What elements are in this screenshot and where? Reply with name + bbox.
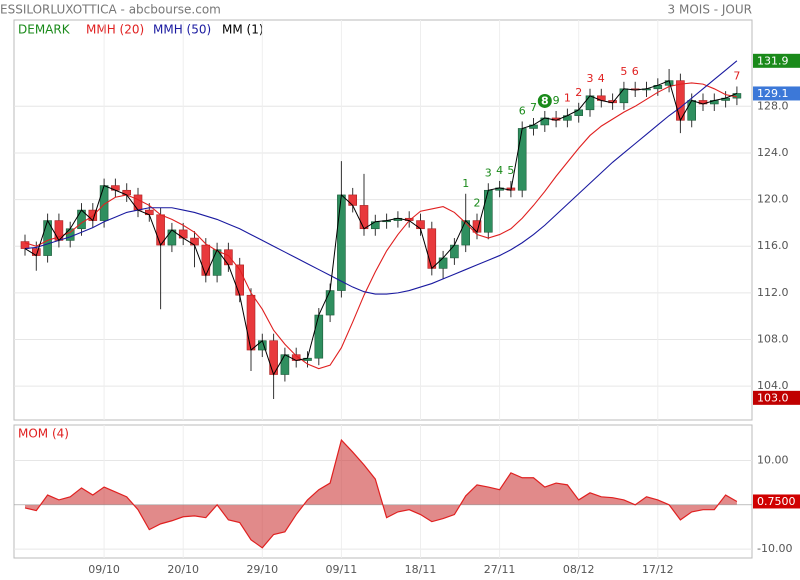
price-label-box (753, 53, 800, 68)
candle-body (517, 128, 527, 191)
candle-body (574, 109, 584, 116)
last-value-box (753, 494, 800, 509)
price-label: 131.9 (757, 54, 789, 67)
candle-body (337, 194, 346, 291)
candle-body (224, 249, 233, 266)
y-tick-label: 128.0 (757, 99, 789, 112)
candle-body (676, 80, 685, 121)
candle-body (370, 221, 380, 230)
y-tick-label: 112.0 (757, 286, 789, 299)
moving-average-line (24, 82, 738, 370)
x-tick-label: 17/12 (642, 563, 674, 576)
momentum-line (24, 438, 738, 549)
demark-label: 4 (496, 164, 503, 177)
candle-body (359, 205, 369, 230)
demark-label: 8 (541, 94, 549, 107)
demark-label: 3 (485, 166, 492, 179)
candle-body (178, 229, 188, 239)
y-tick-label: 116.0 (757, 239, 789, 252)
candle-body (348, 194, 358, 206)
x-tick-label: 18/11 (405, 563, 437, 576)
candle-body (280, 354, 290, 375)
demark-label: 7 (733, 69, 740, 82)
legend-entry: DEMARK (18, 23, 71, 37)
demark-label: 3 (587, 72, 594, 85)
demark-label: 2 (474, 197, 481, 210)
price-panel (13, 19, 753, 421)
price-label: 129.1 (757, 87, 789, 100)
demark-label: 1 (564, 92, 571, 105)
x-tick-label: 09/11 (326, 563, 358, 576)
demark-label: 4 (598, 72, 605, 85)
price-label-box (753, 390, 800, 405)
candle-body (201, 244, 211, 276)
demark-highlight (537, 93, 552, 108)
candle-body (314, 314, 324, 359)
chart-subtitle: 3 MOIS - JOUR (668, 3, 752, 17)
candle-body (246, 294, 256, 351)
legend-entry: MMH (50) (153, 23, 211, 37)
legend-entry: MMH (20) (86, 23, 144, 37)
chart-title: ESSILORLUXOTTICA - abcbourse.com (0, 3, 221, 17)
candle-body (687, 100, 697, 121)
candle-body (585, 95, 595, 111)
candle-body (483, 189, 493, 233)
candle-body (427, 228, 437, 269)
candle-body (619, 88, 629, 104)
x-tick-label: 20/10 (167, 563, 199, 576)
momentum-panel (13, 424, 753, 559)
x-tick-label: 08/12 (563, 563, 595, 576)
y-tick-label: 124.0 (757, 146, 789, 159)
y-tick-label: 120.0 (757, 193, 789, 206)
candle-body (190, 237, 199, 246)
y-tick-label: 10.00 (757, 453, 789, 466)
candle-body (461, 220, 471, 246)
candle-body (325, 290, 335, 316)
candle-body (20, 241, 30, 249)
candle-body (450, 244, 459, 259)
candle-body (438, 257, 448, 269)
price-label: 103.0 (757, 391, 789, 404)
demark-label: 6 (632, 65, 639, 78)
last-value-label: 0.7500 (757, 495, 796, 508)
demark-label: 1 (462, 177, 469, 190)
demark-label: 5 (507, 164, 514, 177)
y-tick-label: 108.0 (757, 333, 789, 346)
x-tick-label: 09/10 (88, 563, 120, 576)
moving-average-line (24, 60, 738, 295)
demark-label: 2 (575, 86, 582, 99)
candle-body (416, 220, 425, 230)
x-tick-label: 27/11 (484, 563, 516, 576)
y-tick-label: 104.0 (757, 379, 789, 392)
demark-label: 9 (553, 94, 560, 107)
demark-label: 7 (530, 101, 537, 114)
price-label-box (753, 86, 800, 101)
close-line (24, 79, 738, 376)
demark-label: 5 (620, 65, 627, 78)
candle-body (133, 194, 143, 211)
y-tick-label: -10.00 (757, 542, 792, 555)
x-tick-label: 29/10 (246, 563, 278, 576)
legend-entry: MM (1) (222, 23, 264, 37)
demark-label: 6 (519, 104, 526, 117)
momentum-label: MOM (4) (18, 427, 69, 441)
